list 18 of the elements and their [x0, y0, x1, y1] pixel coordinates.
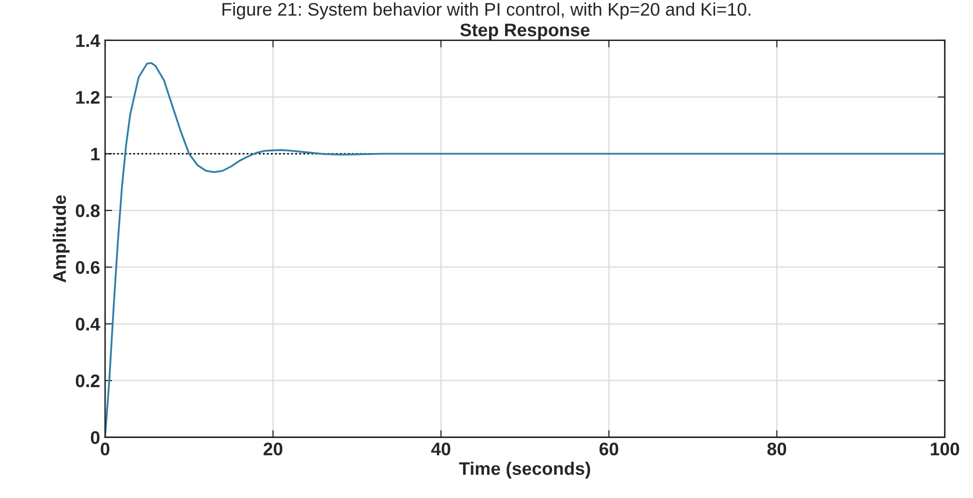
x-tick-label: 40	[431, 442, 450, 456]
y-tick-label: 0	[90, 431, 100, 444]
y-tick-label: 0.6	[76, 261, 100, 274]
y-tick-label: 0.4	[76, 318, 100, 331]
y-tick-label: 0.2	[76, 374, 100, 388]
y-tick-label: 1.4	[76, 34, 100, 47]
caption: Figure 21: System behavior with PI control, with Kp=20 and Ki=10.	[222, 2, 750, 20]
chart-title: Step Response	[460, 24, 590, 40]
x-tick-label: 80	[767, 442, 786, 456]
y-tick-label: 1.2	[76, 90, 100, 104]
x-tick-label: 0	[100, 442, 110, 456]
y-tick-label: 1	[91, 148, 100, 160]
y-tick-label: 0.8	[76, 204, 100, 218]
x-tick-label: 100	[930, 442, 960, 456]
x-axis-title: Time (seconds)	[459, 462, 590, 479]
x-tick-label: 20	[264, 442, 282, 456]
y-axis-title: Amplitude	[52, 195, 70, 282]
x-tick-label: 60	[600, 442, 618, 456]
